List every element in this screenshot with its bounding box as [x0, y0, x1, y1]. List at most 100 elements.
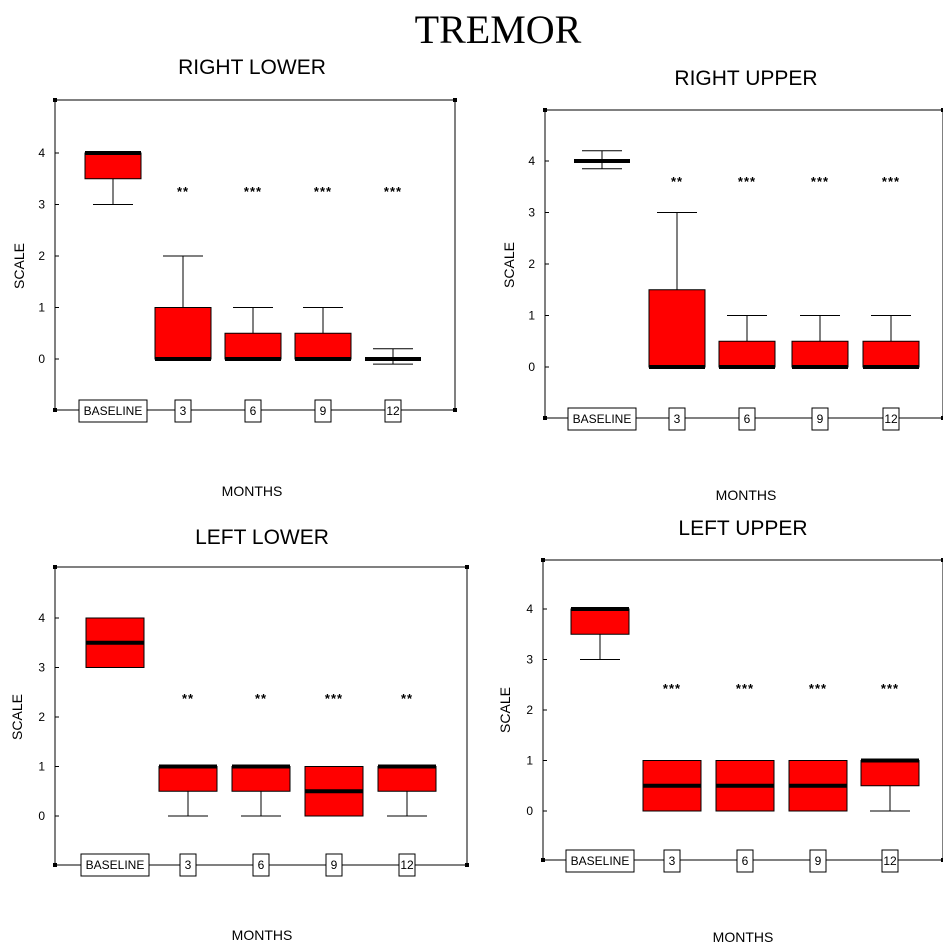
y-tick-label: 4 [526, 602, 533, 616]
panel-title: RIGHT UPPER [674, 67, 817, 90]
box-baseline: BASELINE [567, 150, 637, 431]
box-body [158, 766, 218, 792]
frame-corner-mark [941, 858, 943, 862]
frame-corner-mark [543, 108, 547, 112]
category-label-box [384, 399, 402, 423]
y-tick-label: 3 [526, 653, 533, 667]
box-12: *** 12 [365, 184, 421, 423]
panel-title: LEFT UPPER [678, 517, 807, 540]
significance-label: *** [881, 681, 899, 696]
category-label: 3 [180, 404, 187, 418]
significance-label: *** [244, 184, 262, 199]
significance-label: *** [325, 691, 343, 706]
frame-corner-mark [941, 108, 943, 112]
category-label: 9 [320, 404, 327, 418]
box-body [862, 340, 920, 368]
category-label-box [78, 399, 148, 423]
category-label: BASELINE [573, 412, 632, 426]
y-tick-label: 2 [38, 710, 45, 724]
y-tick-label: 0 [38, 809, 45, 823]
significance-label: ** [182, 691, 194, 706]
y-tick-label: 3 [38, 661, 45, 675]
category-label-box [668, 407, 686, 431]
frame-corner-mark [53, 565, 57, 569]
category-label: BASELINE [84, 404, 143, 418]
category-label: 3 [674, 412, 681, 426]
box-9: *** 9 [294, 184, 352, 423]
category-label-box [398, 853, 416, 877]
significance-label: ** [177, 184, 189, 199]
y-tick-label: 1 [38, 301, 45, 315]
significance-label: ** [671, 174, 683, 189]
frame-corner-mark [541, 858, 545, 862]
category-label: 6 [250, 404, 257, 418]
box-body [231, 766, 291, 792]
frame-corner-mark [53, 98, 57, 102]
box-plot-panel: LEFT LOWER01234SCALEMONTHSBASELINE**3**6… [9, 526, 469, 943]
box-3: ** 3 [648, 174, 706, 431]
significance-label: *** [663, 681, 681, 696]
significance-label: *** [809, 681, 827, 696]
category-label-box [882, 407, 900, 431]
panel-title: RIGHT LOWER [178, 56, 326, 79]
frame-corner-mark [465, 863, 469, 867]
y-tick-label: 2 [528, 257, 535, 271]
box-body [570, 608, 630, 635]
significance-label: *** [811, 174, 829, 189]
y-tick-label: 2 [526, 703, 533, 717]
category-label-box [314, 399, 332, 423]
box-3: ** 3 [154, 184, 212, 423]
y-axis-label: SCALE [9, 694, 25, 740]
frame-corner-mark [941, 416, 943, 420]
category-label: 9 [817, 412, 824, 426]
y-tick-label: 4 [528, 154, 535, 168]
category-label-box [252, 853, 270, 877]
frame-corner-mark [53, 863, 57, 867]
box-body [377, 766, 437, 792]
frame-corner-mark [941, 558, 943, 562]
box-baseline: BASELINE [565, 607, 635, 873]
main-title: TREMOR [415, 7, 582, 52]
y-tick-label: 4 [38, 611, 45, 625]
box-12: ** 12 [377, 691, 437, 877]
category-label-box [738, 407, 756, 431]
box-body [294, 332, 352, 360]
significance-label: ** [401, 691, 413, 706]
category-label: BASELINE [571, 854, 630, 868]
box-3: *** 3 [642, 681, 702, 873]
y-tick-label: 1 [526, 754, 533, 768]
y-axis-label: SCALE [501, 242, 517, 288]
category-label: 6 [744, 412, 751, 426]
box-body [648, 289, 706, 368]
box-plot-panel: RIGHT UPPER01234SCALEMONTHSBASELINE**3**… [501, 67, 943, 503]
category-label: 12 [400, 858, 414, 872]
category-label: 12 [386, 404, 400, 418]
category-label: 12 [884, 412, 898, 426]
category-label: BASELINE [86, 858, 145, 872]
category-label-box [736, 849, 754, 873]
box-body [791, 340, 849, 368]
box-6: *** 6 [224, 184, 282, 423]
frame-corner-mark [453, 98, 457, 102]
category-label: 3 [669, 854, 676, 868]
category-label-box [809, 849, 827, 873]
category-label: 9 [815, 854, 822, 868]
category-label-box [811, 407, 829, 431]
category-label-box [325, 853, 343, 877]
box-baseline: BASELINE [80, 617, 150, 877]
box-plot-panel: RIGHT LOWER01234SCALEMONTHSBASELINE**3**… [11, 56, 457, 499]
category-label: 6 [258, 858, 265, 872]
y-tick-label: 3 [38, 198, 45, 212]
box-body [224, 332, 282, 360]
category-label-box [881, 849, 899, 873]
y-tick-label: 0 [526, 804, 533, 818]
box-6: *** 6 [715, 681, 775, 873]
category-label-box [179, 853, 197, 877]
box-body [860, 760, 920, 787]
significance-label: *** [736, 681, 754, 696]
frame-corner-mark [465, 565, 469, 569]
y-tick-label: 0 [38, 352, 45, 366]
box-body [718, 340, 776, 368]
significance-label: *** [384, 184, 402, 199]
